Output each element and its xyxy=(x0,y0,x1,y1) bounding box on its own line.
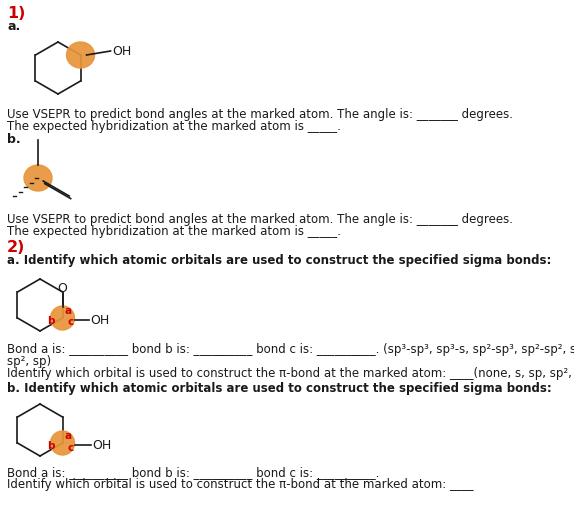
Text: c: c xyxy=(67,443,73,453)
Text: O: O xyxy=(57,282,68,294)
Text: Use VSEPR to predict bond angles at the marked atom. The angle is: _______ degre: Use VSEPR to predict bond angles at the … xyxy=(7,108,513,121)
Text: Bond a is: __________ bond b is: __________ bond c is: __________.: Bond a is: __________ bond b is: _______… xyxy=(7,466,379,479)
Text: Identify which orbital is used to construct the π-bond at the marked atom: ____: Identify which orbital is used to constr… xyxy=(7,478,474,491)
Text: OH: OH xyxy=(92,438,112,452)
Text: 1): 1) xyxy=(7,6,25,21)
Text: Bond a is: __________ bond b is: __________ bond c is: __________. (sp³-sp³, sp³: Bond a is: __________ bond b is: _______… xyxy=(7,343,574,356)
Text: a: a xyxy=(64,431,72,441)
Text: b. Identify which atomic orbitals are used to construct the specified sigma bond: b. Identify which atomic orbitals are us… xyxy=(7,382,552,395)
Text: c: c xyxy=(67,317,73,327)
Text: a. Identify which atomic orbitals are used to construct the specified sigma bond: a. Identify which atomic orbitals are us… xyxy=(7,254,552,267)
Text: The expected hybridization at the marked atom is _____.: The expected hybridization at the marked… xyxy=(7,225,341,238)
Ellipse shape xyxy=(51,431,75,455)
Text: sp², sp): sp², sp) xyxy=(7,355,51,368)
Ellipse shape xyxy=(67,42,95,68)
Text: The expected hybridization at the marked atom is _____.: The expected hybridization at the marked… xyxy=(7,120,341,133)
Text: OH: OH xyxy=(91,314,110,327)
Text: b: b xyxy=(46,316,55,326)
Text: b: b xyxy=(46,441,55,451)
Ellipse shape xyxy=(51,306,75,330)
Text: a.: a. xyxy=(7,20,20,33)
Text: a: a xyxy=(64,306,72,316)
Text: Identify which orbital is used to construct the π-bond at the marked atom: ____(: Identify which orbital is used to constr… xyxy=(7,367,574,380)
Text: Use VSEPR to predict bond angles at the marked atom. The angle is: _______ degre: Use VSEPR to predict bond angles at the … xyxy=(7,213,513,226)
Ellipse shape xyxy=(24,165,52,191)
Text: 2): 2) xyxy=(7,240,25,255)
Text: b.: b. xyxy=(7,133,21,146)
Text: OH: OH xyxy=(113,44,132,58)
